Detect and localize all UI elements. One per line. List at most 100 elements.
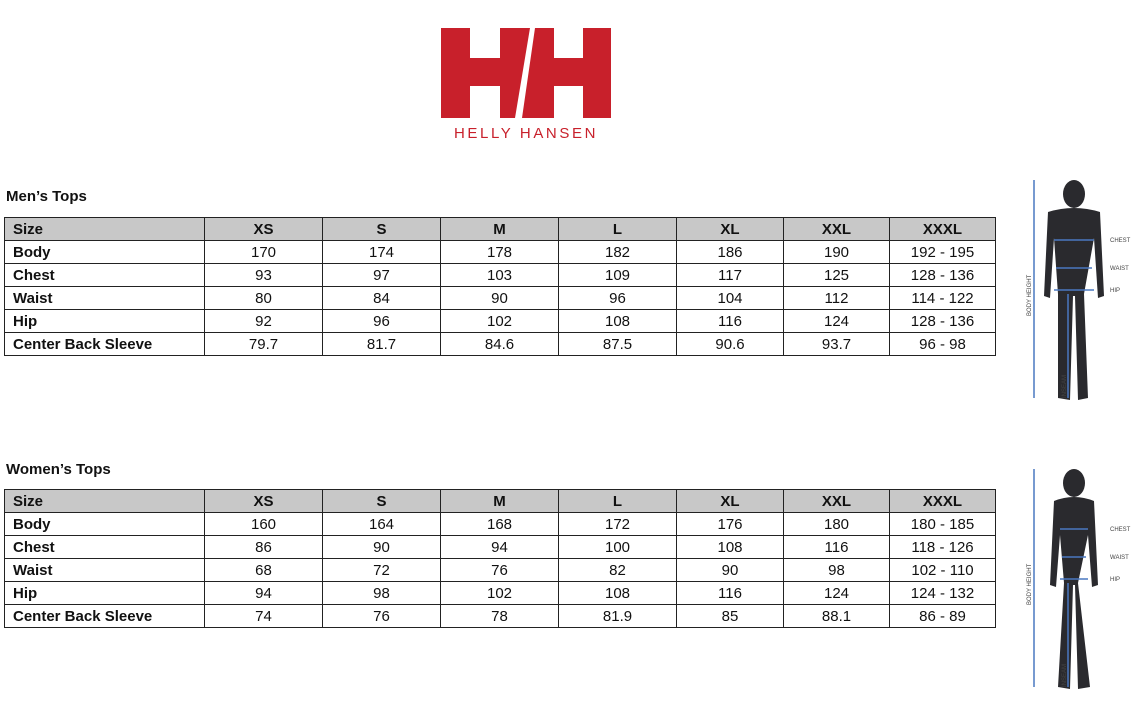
table-cell: 176: [676, 512, 784, 536]
brand-name: HELLY HANSEN: [453, 125, 599, 142]
table-row: Body 160 164 168 172 176 180 180 - 185: [4, 512, 996, 536]
row-label: Body: [4, 240, 205, 264]
table-cell: 90: [676, 558, 784, 582]
table-cell: 180: [783, 512, 890, 536]
table-cell: 192 - 195: [889, 240, 996, 264]
table-cell: 102: [440, 309, 559, 333]
table-cell: 125: [783, 263, 890, 287]
table-cell: 96 - 98: [889, 332, 996, 356]
table-cell: 164: [322, 512, 441, 536]
table-cell: 86 - 89: [889, 604, 996, 628]
table-cell: XL: [676, 489, 784, 513]
table-cell: 182: [558, 240, 677, 264]
female-body-figure: CHEST WAIST HIP BODY HEIGHT INSEAM: [1027, 469, 1131, 689]
table-cell: 93: [204, 263, 323, 287]
table-cell: 94: [204, 581, 323, 605]
table-cell: 85: [676, 604, 784, 628]
table-cell: 102 - 110: [889, 558, 996, 582]
table-cell: 117: [676, 263, 784, 287]
table-cell: 108: [676, 535, 784, 559]
table-cell: XXXL: [889, 217, 996, 241]
row-label: Size: [4, 489, 205, 513]
table-cell: 79.7: [204, 332, 323, 356]
table-cell: XS: [204, 489, 323, 513]
table-cell: L: [558, 217, 677, 241]
womens-size-table: Size XS S M L XL XXL XXXL Body 160 164 168 172 176 180…: [4, 489, 996, 628]
table-row: Center Back Sleeve 79.7 81.7 84.6 87.5 90.6 93…: [4, 332, 996, 356]
table-cell: 116: [783, 535, 890, 559]
table-cell: S: [322, 489, 441, 513]
table-cell: 74: [204, 604, 323, 628]
table-cell: 84.6: [440, 332, 559, 356]
table-cell: 90: [322, 535, 441, 559]
table-cell: 88.1: [783, 604, 890, 628]
table-cell: 90: [440, 286, 559, 310]
table-cell: 128 - 136: [889, 263, 996, 287]
table-cell: 96: [322, 309, 441, 333]
table-cell: XXL: [783, 489, 890, 513]
chest-label: CHEST: [1110, 238, 1131, 244]
table-row: Body 170 174 178 182 186 190 192 - 195: [4, 240, 996, 264]
helly-hansen-logo: [441, 28, 611, 118]
table-cell: 124 - 132: [889, 581, 996, 605]
male-body-figure: CHEST WAIST HIP BODY HEIGHT INSEAM: [1027, 180, 1131, 400]
table-cell: 128 - 136: [889, 309, 996, 333]
table-cell: 124: [783, 309, 890, 333]
row-label: Center Back Sleeve: [4, 332, 205, 356]
table-cell: 78: [440, 604, 559, 628]
table-cell: 82: [558, 558, 677, 582]
row-label: Chest: [4, 263, 205, 287]
table-cell: 124: [783, 581, 890, 605]
table-cell: 186: [676, 240, 784, 264]
table-cell: 108: [558, 309, 677, 333]
table-row: Waist 80 84 90 96 104 112 114 - 122: [4, 286, 996, 310]
body-height-label: BODY HEIGHT: [1027, 563, 1033, 605]
body-silhouette: [1050, 469, 1098, 689]
table-row: Center Back Sleeve 74 76 78 81.9 85 88.1 86 - 8…: [4, 604, 996, 628]
row-label: Waist: [4, 558, 205, 582]
table-cell: L: [558, 489, 677, 513]
table-cell: 76: [440, 558, 559, 582]
inseam-label: INSEAM: [1062, 375, 1068, 398]
table-cell: 109: [558, 263, 677, 287]
table-cell: 98: [783, 558, 890, 582]
table-cell: 116: [676, 309, 784, 333]
table-cell: 81.7: [322, 332, 441, 356]
body-height-label: BODY HEIGHT: [1027, 274, 1033, 316]
table-cell: 87.5: [558, 332, 677, 356]
table-cell: M: [440, 217, 559, 241]
table-cell: 190: [783, 240, 890, 264]
waist-label: WAIST: [1110, 266, 1129, 272]
table-row: Hip 92 96 102 108 116 124 128 - 136: [4, 309, 996, 333]
table-cell: S: [322, 217, 441, 241]
header-row: Size XS S M L XL XXL XXXL: [4, 489, 996, 513]
chest-label: CHEST: [1110, 527, 1131, 533]
table-cell: 76: [322, 604, 441, 628]
row-label: Waist: [4, 286, 205, 310]
table-cell: XXXL: [889, 489, 996, 513]
table-cell: 108: [558, 581, 677, 605]
table-cell: 104: [676, 286, 784, 310]
table-cell: 114 - 122: [889, 286, 996, 310]
table-row: Chest 86 90 94 100 108 116 118 - 126: [4, 535, 996, 559]
table-cell: 93.7: [783, 332, 890, 356]
row-label: Hip: [4, 309, 205, 333]
row-label: Center Back Sleeve: [4, 604, 205, 628]
mens-tops-title: Men’s Tops: [6, 188, 87, 205]
inseam-label: INSEAM: [1062, 664, 1068, 687]
table-cell: 174: [322, 240, 441, 264]
table-cell: XS: [204, 217, 323, 241]
table-cell: XL: [676, 217, 784, 241]
table-cell: 96: [558, 286, 677, 310]
table-cell: 160: [204, 512, 323, 536]
body-silhouette: [1044, 180, 1104, 400]
table-cell: 98: [322, 581, 441, 605]
table-cell: 94: [440, 535, 559, 559]
hip-label: HIP: [1110, 288, 1120, 294]
table-cell: 118 - 126: [889, 535, 996, 559]
table-cell: 92: [204, 309, 323, 333]
table-cell: M: [440, 489, 559, 513]
table-cell: 168: [440, 512, 559, 536]
table-cell: 172: [558, 512, 677, 536]
mens-size-table: Size XS S M L XL XXL XXXL Body 170 174 178 182 186 190…: [4, 217, 996, 356]
